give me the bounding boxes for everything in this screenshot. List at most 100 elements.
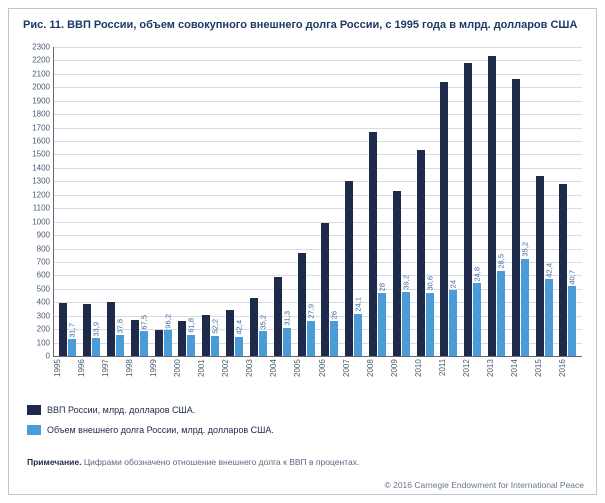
y-tick-label: 700 bbox=[37, 257, 54, 266]
y-tick-label: 200 bbox=[37, 325, 54, 334]
x-tick-label: 2002 bbox=[221, 359, 245, 395]
chart-title: Рис. 11. ВВП России, объем совокупного в… bbox=[9, 9, 596, 33]
bar-group: 37,8 bbox=[104, 47, 128, 356]
y-tick-label: 900 bbox=[37, 231, 54, 240]
bar-debt: 35,2 bbox=[259, 331, 267, 356]
bar-debt: 27,9 bbox=[307, 321, 315, 356]
ratio-label: 27,9 bbox=[306, 304, 315, 321]
plot-area: 0100200300400500600700800900100011001200… bbox=[53, 47, 582, 357]
bar-group: 27,9 bbox=[294, 47, 318, 356]
ratio-label: 28 bbox=[377, 283, 386, 293]
ratio-label: 67,5 bbox=[139, 315, 148, 332]
legend-item: ВВП России, млрд. долларов США. bbox=[27, 405, 274, 415]
y-tick-label: 2300 bbox=[32, 43, 54, 52]
bar-debt: 26 bbox=[330, 321, 338, 356]
ratio-label: 24,8 bbox=[473, 267, 482, 284]
y-tick-label: 2100 bbox=[32, 69, 54, 78]
bar-group: 39,2 bbox=[389, 47, 413, 356]
x-tick-label: 2008 bbox=[366, 359, 390, 395]
x-tick-label: 1996 bbox=[77, 359, 101, 395]
x-tick-label: 2010 bbox=[414, 359, 438, 395]
bar-gdp bbox=[488, 56, 496, 356]
y-tick-label: 1400 bbox=[32, 163, 54, 172]
bar-group: 61,8 bbox=[175, 47, 199, 356]
bar-debt: 31,3 bbox=[283, 328, 291, 356]
y-tick-label: 2200 bbox=[32, 56, 54, 65]
y-tick-label: 800 bbox=[37, 244, 54, 253]
bar-debt: 35,2 bbox=[521, 259, 529, 356]
bar-debt: 40,7 bbox=[568, 286, 576, 356]
y-tick-label: 1200 bbox=[32, 190, 54, 199]
ratio-label: 35,2 bbox=[520, 242, 529, 259]
ratio-label: 30,6 bbox=[425, 276, 434, 293]
bar-gdp bbox=[155, 330, 163, 356]
y-tick-label: 1100 bbox=[33, 204, 54, 213]
bar-debt: 31,7 bbox=[68, 339, 76, 356]
y-tick-label: 2000 bbox=[32, 83, 54, 92]
y-tick-label: 1500 bbox=[32, 150, 54, 159]
bar-group: 33,9 bbox=[80, 47, 104, 356]
bar-debt: 28,5 bbox=[497, 271, 505, 356]
y-tick-label: 1900 bbox=[32, 96, 54, 105]
y-tick-label: 1800 bbox=[32, 110, 54, 119]
bar-group: 40,7 bbox=[556, 47, 580, 356]
x-tick-label: 1999 bbox=[149, 359, 173, 395]
bar-debt: 67,5 bbox=[140, 331, 148, 356]
bar-group: 30,6 bbox=[413, 47, 437, 356]
bar-gdp bbox=[464, 63, 472, 356]
x-tick-label: 1998 bbox=[125, 359, 149, 395]
bar-debt: 96,2 bbox=[164, 330, 172, 356]
bar-group: 24,1 bbox=[342, 47, 366, 356]
bar-group: 31,7 bbox=[56, 47, 80, 356]
legend-swatch-dark bbox=[27, 405, 41, 415]
ratio-label: 24 bbox=[449, 280, 458, 290]
bar-gdp bbox=[131, 320, 139, 356]
y-tick-label: 100 bbox=[37, 338, 54, 347]
bar-debt: 30,6 bbox=[426, 293, 434, 356]
bar-debt: 24,8 bbox=[473, 283, 481, 356]
ratio-label: 61,8 bbox=[187, 318, 196, 335]
bar-group: 35,2 bbox=[247, 47, 271, 356]
ratio-label: 39,2 bbox=[401, 275, 410, 292]
bar-group: 35,2 bbox=[508, 47, 532, 356]
bar-debt: 39,2 bbox=[402, 292, 410, 356]
bar-gdp bbox=[178, 321, 186, 356]
bar-gdp bbox=[274, 277, 282, 356]
bar-gdp bbox=[512, 79, 520, 356]
ratio-label: 31,7 bbox=[68, 323, 77, 340]
bar-group: 67,5 bbox=[127, 47, 151, 356]
legend-item: Объем внешнего долга России, млрд. долла… bbox=[27, 425, 274, 435]
bar-debt: 28 bbox=[378, 293, 386, 356]
bar-gdp bbox=[83, 304, 91, 356]
x-tick-label: 2004 bbox=[269, 359, 293, 395]
bar-debt: 61,8 bbox=[187, 335, 195, 356]
bar-gdp bbox=[345, 181, 353, 356]
x-tick-label: 2001 bbox=[197, 359, 221, 395]
bar-gdp bbox=[107, 302, 115, 356]
y-tick-label: 1600 bbox=[32, 137, 54, 146]
bar-group: 24,8 bbox=[461, 47, 485, 356]
ratio-label: 24,1 bbox=[354, 297, 363, 314]
ratio-label: 26 bbox=[330, 311, 339, 321]
y-tick-label: 1000 bbox=[32, 217, 54, 226]
bar-debt: 24,1 bbox=[354, 314, 362, 356]
bar-debt: 52,2 bbox=[211, 336, 219, 356]
x-tick-label: 1995 bbox=[53, 359, 77, 395]
legend-swatch-light bbox=[27, 425, 41, 435]
x-tick-label: 2006 bbox=[318, 359, 342, 395]
bar-group: 42,4 bbox=[532, 47, 556, 356]
ratio-label: 42,4 bbox=[235, 320, 244, 337]
ratio-label: 28,5 bbox=[497, 254, 506, 271]
bar-group: 28 bbox=[366, 47, 390, 356]
x-tick-label: 2007 bbox=[342, 359, 366, 395]
bar-group: 42,4 bbox=[223, 47, 247, 356]
y-tick-label: 500 bbox=[37, 284, 54, 293]
copyright-footer: © 2016 Carnegie Endowment for Internatio… bbox=[384, 480, 584, 490]
x-tick-label: 2009 bbox=[390, 359, 414, 395]
x-tick-label: 2013 bbox=[486, 359, 510, 395]
bar-gdp bbox=[393, 191, 401, 356]
bar-gdp bbox=[559, 184, 567, 356]
bar-debt: 37,8 bbox=[116, 335, 124, 356]
bar-debt: 42,4 bbox=[235, 337, 243, 356]
x-tick-label: 2015 bbox=[534, 359, 558, 395]
